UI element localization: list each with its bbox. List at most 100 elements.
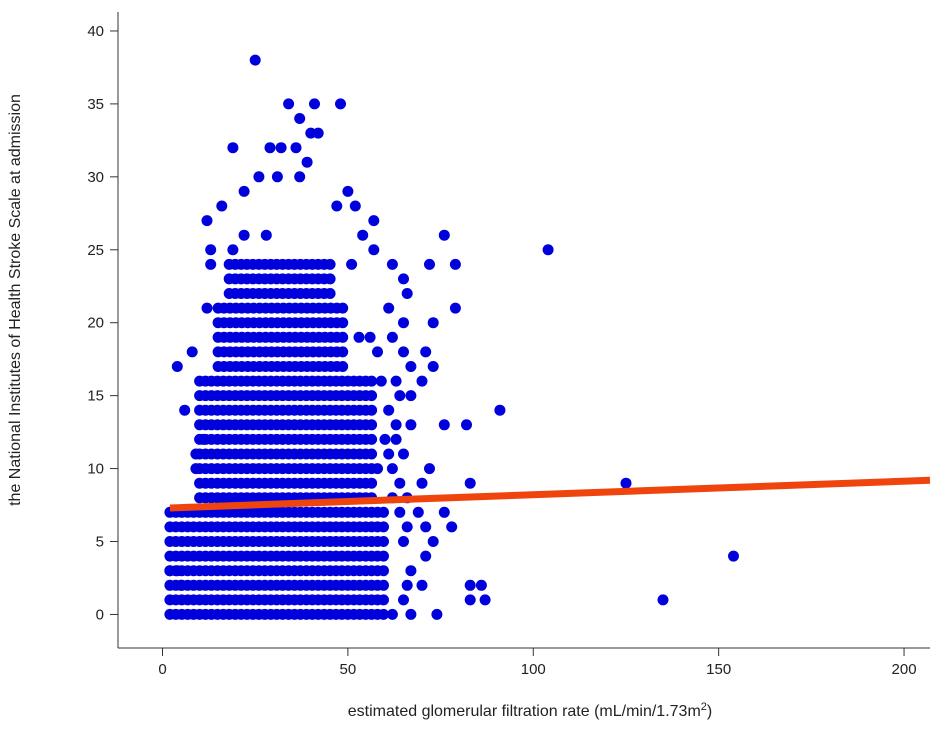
data-point — [378, 594, 389, 606]
data-point — [405, 565, 417, 577]
data-point — [401, 579, 413, 591]
data-point — [475, 579, 487, 591]
data-point — [312, 127, 324, 139]
data-point — [398, 448, 409, 460]
data-point — [294, 113, 306, 124]
data-point — [335, 98, 346, 110]
data-point — [398, 594, 409, 606]
data-point — [238, 185, 250, 197]
data-point — [464, 594, 476, 606]
data-point — [201, 215, 213, 227]
data-point — [424, 463, 435, 475]
data-point — [394, 477, 406, 489]
data-point — [372, 463, 383, 475]
data-point — [383, 448, 395, 460]
data-point — [390, 433, 402, 445]
data-point — [383, 302, 395, 314]
data-point — [386, 463, 398, 475]
data-point — [366, 375, 378, 387]
data-point — [190, 463, 202, 475]
data-point — [366, 433, 378, 445]
data-point — [390, 419, 402, 431]
data-point — [324, 288, 336, 299]
data-point — [398, 317, 409, 329]
data-point — [271, 171, 283, 183]
data-point — [366, 448, 378, 460]
data-point — [461, 419, 472, 431]
y-tick-label: 40 — [87, 23, 104, 40]
data-point — [331, 200, 343, 212]
data-point — [205, 258, 217, 270]
data-point — [164, 565, 176, 577]
data-point — [427, 317, 439, 329]
data-point — [283, 98, 295, 110]
data-point — [378, 506, 389, 518]
y-axis-title: the National Institutes of Health Stroke… — [7, 94, 24, 506]
data-point — [657, 594, 669, 606]
data-point — [353, 331, 365, 343]
data-point — [494, 404, 506, 416]
data-point — [337, 346, 349, 358]
data-point — [349, 200, 361, 212]
data-point — [386, 258, 398, 270]
data-point — [253, 171, 265, 183]
data-point — [438, 506, 450, 518]
data-point — [290, 142, 302, 154]
data-point — [366, 419, 378, 431]
data-point — [227, 142, 239, 154]
y-tick-label: 25 — [87, 242, 104, 259]
x-tick-label: 0 — [158, 661, 166, 678]
data-point — [201, 302, 213, 314]
data-point — [378, 579, 389, 591]
data-point — [427, 536, 439, 547]
data-point — [394, 506, 406, 518]
data-point — [438, 419, 450, 431]
x-axis-title: estimated glomerular filtration rate (mL… — [348, 701, 712, 720]
data-point — [342, 185, 354, 197]
data-point — [249, 54, 261, 66]
x-tick-label: 200 — [892, 661, 917, 678]
data-point — [420, 346, 432, 358]
data-point — [190, 448, 202, 460]
data-point — [464, 477, 476, 489]
data-point — [378, 565, 389, 577]
data-point — [227, 244, 239, 256]
data-point — [309, 98, 320, 110]
data-point — [294, 171, 306, 183]
data-point — [378, 550, 389, 562]
data-point — [416, 579, 428, 591]
y-tick-label: 5 — [96, 534, 104, 551]
points-layer — [164, 54, 739, 620]
data-point — [405, 608, 417, 620]
data-point — [179, 404, 191, 416]
data-point — [171, 361, 183, 372]
x-ticks: 0 50 100 150 200 — [158, 648, 917, 678]
data-point — [405, 419, 417, 431]
data-point — [383, 404, 395, 416]
data-point — [264, 142, 276, 154]
x-tick-label: 100 — [521, 661, 546, 678]
data-point — [324, 258, 336, 270]
data-point — [416, 477, 428, 489]
y-tick-label: 35 — [87, 96, 104, 113]
data-point — [438, 229, 450, 241]
data-point — [378, 608, 389, 620]
data-point — [375, 375, 387, 387]
data-point — [238, 229, 250, 241]
data-point — [379, 433, 391, 445]
y-tick-label: 20 — [87, 315, 104, 332]
data-point — [728, 550, 739, 562]
data-point — [301, 156, 313, 168]
data-point — [386, 331, 398, 343]
data-point — [431, 608, 443, 620]
data-point — [427, 361, 439, 372]
data-point — [464, 579, 476, 591]
data-point — [412, 506, 424, 518]
data-point — [420, 550, 432, 562]
data-point — [424, 258, 435, 270]
data-point — [394, 390, 406, 402]
data-point — [197, 433, 209, 445]
x-tick-label: 50 — [340, 661, 357, 678]
data-point — [390, 375, 402, 387]
